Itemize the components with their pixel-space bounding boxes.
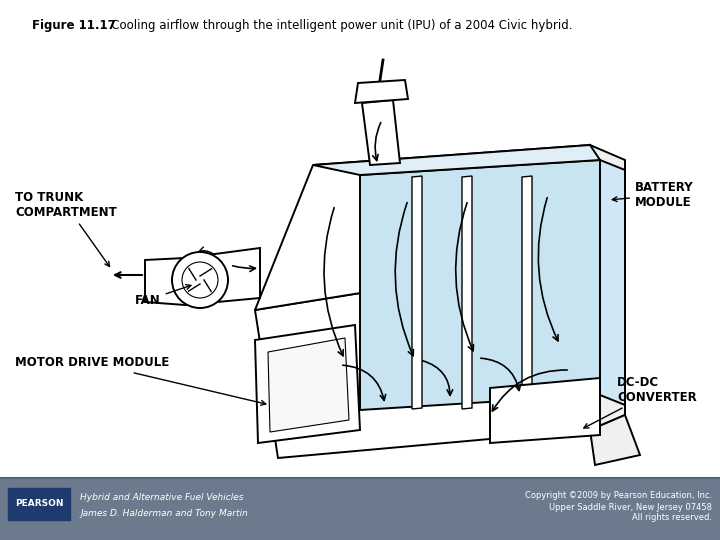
Bar: [0, 479, 720, 540]
Polygon shape: [490, 378, 600, 443]
Text: Copyright ©2009 by Pearson Education, Inc.: Copyright ©2009 by Pearson Education, In…: [525, 491, 712, 501]
Polygon shape: [255, 325, 360, 443]
Polygon shape: [590, 415, 640, 465]
Polygon shape: [255, 145, 590, 310]
Polygon shape: [255, 260, 590, 458]
Polygon shape: [462, 176, 472, 409]
Polygon shape: [590, 145, 625, 430]
Text: DC-DC
CONVERTER: DC-DC CONVERTER: [584, 376, 697, 428]
Text: BATTERY
MODULE: BATTERY MODULE: [612, 181, 693, 209]
Circle shape: [172, 252, 228, 308]
Text: Figure 11.17: Figure 11.17: [32, 18, 116, 31]
Text: James D. Halderman and Tony Martin: James D. Halderman and Tony Martin: [80, 509, 248, 517]
Polygon shape: [360, 160, 600, 410]
Polygon shape: [145, 258, 185, 305]
Text: Hybrid and Alternative Fuel Vehicles: Hybrid and Alternative Fuel Vehicles: [80, 494, 243, 503]
Polygon shape: [412, 176, 422, 409]
Text: All rights reserved.: All rights reserved.: [632, 514, 712, 523]
Text: TO TRUNK
COMPARTMENT: TO TRUNK COMPARTMENT: [15, 191, 117, 266]
Polygon shape: [268, 338, 349, 432]
Bar: [8, 488, 70, 520]
Polygon shape: [522, 176, 532, 409]
Text: Upper Saddle River, New Jersey 07458: Upper Saddle River, New Jersey 07458: [549, 503, 712, 511]
Polygon shape: [600, 160, 625, 405]
Text: MOTOR DRIVE MODULE: MOTOR DRIVE MODULE: [15, 356, 266, 405]
Polygon shape: [313, 145, 600, 175]
Text: PEARSON: PEARSON: [14, 500, 63, 509]
Text: Cooling airflow through the intelligent power unit (IPU) of a 2004 Civic hybrid.: Cooling airflow through the intelligent …: [100, 18, 572, 31]
Text: FAN: FAN: [135, 285, 191, 307]
Polygon shape: [362, 100, 400, 165]
Circle shape: [182, 262, 218, 298]
Polygon shape: [185, 248, 260, 305]
Polygon shape: [355, 80, 408, 103]
